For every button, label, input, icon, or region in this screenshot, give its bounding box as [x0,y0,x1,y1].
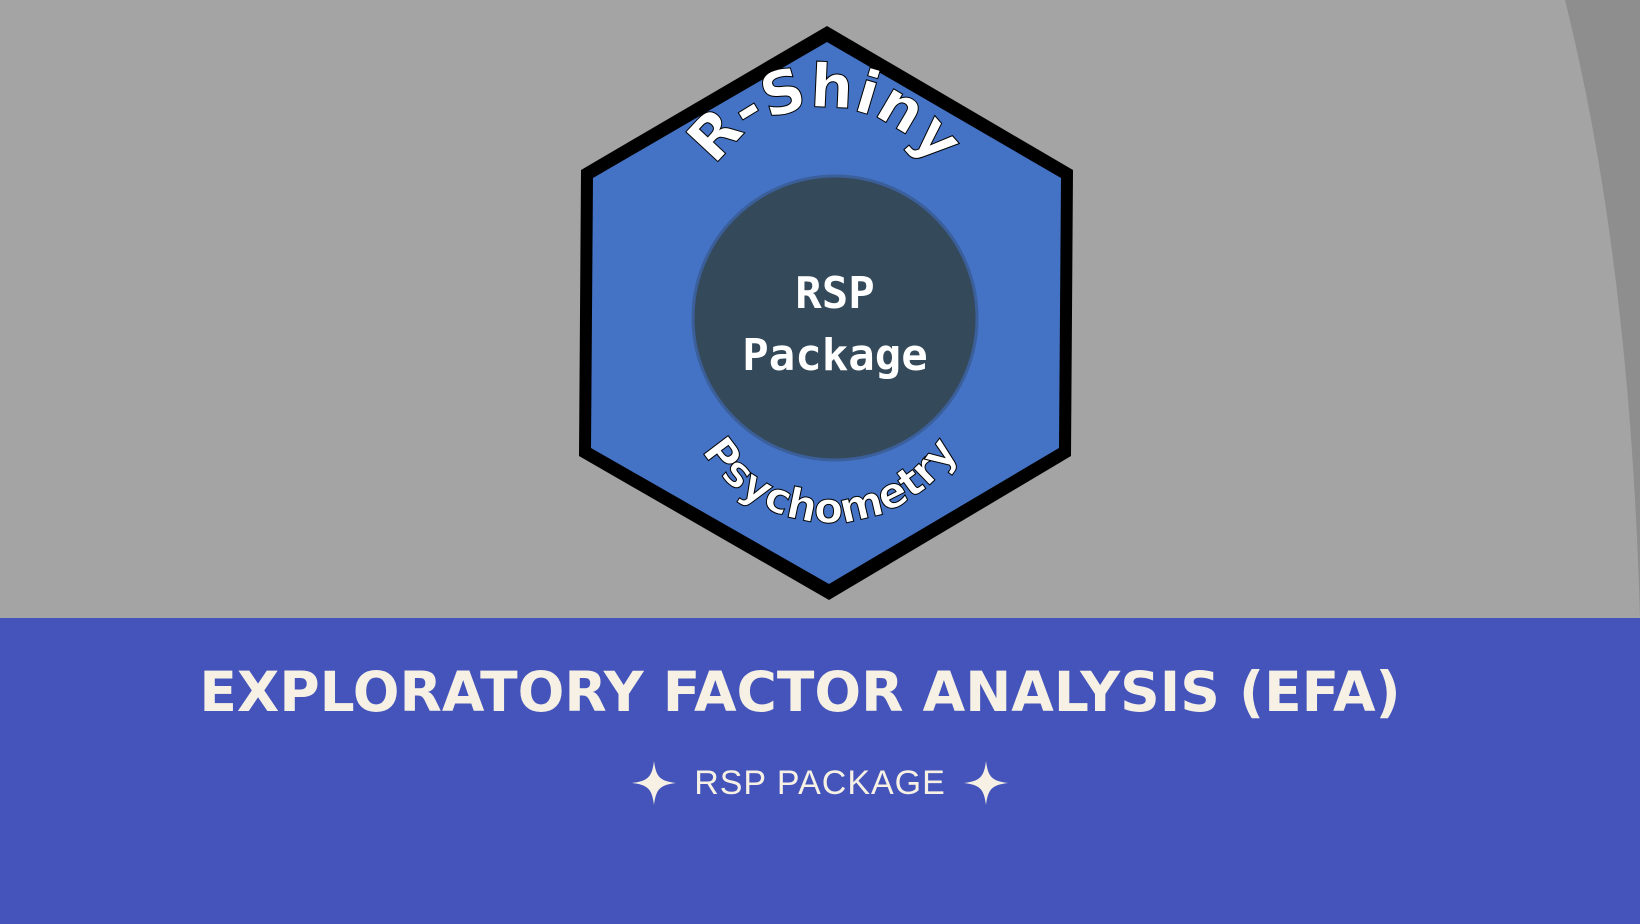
slide-subtitle: RSP PACKAGE [694,763,946,802]
corner-arc-decoration [1565,0,1640,618]
subtitle-row: RSP PACKAGE [0,758,1640,808]
four-point-star-icon [632,761,677,805]
center-circle [691,174,979,462]
four-point-star-icon [963,761,1008,805]
logo-center-line2: Package [742,330,927,381]
slide-title: EXPLORATORY FACTOR ANALYSIS (EFA) [199,660,1401,724]
title-band: EXPLORATORY FACTOR ANALYSIS (EFA) RSP PA… [0,618,1640,924]
hex-logo: R-Shiny RSP Package Psychometry [579,26,1073,600]
logo-center-line1: RSP [795,268,874,319]
top-area: R-Shiny RSP Package Psychometry [579,0,1640,618]
